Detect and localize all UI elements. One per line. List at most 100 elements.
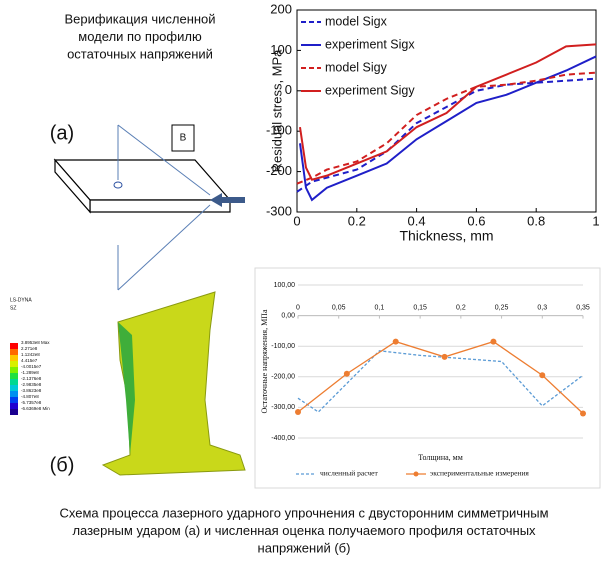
box-label: B: [180, 133, 187, 144]
fe-value: 1.1242e8: [21, 352, 40, 357]
y-tick-label: 100: [270, 42, 292, 57]
fe-color: [10, 385, 18, 391]
fe-value: 3.8953e8 Max: [21, 340, 50, 345]
label-a: (а): [50, 122, 74, 144]
fe-color: [10, 355, 18, 361]
beam: [117, 204, 211, 291]
y-tick-label: 0,00: [281, 312, 295, 319]
x-tick-label: 0,15: [413, 304, 427, 311]
fe-value: 2.271e8: [21, 346, 38, 351]
point: [343, 370, 350, 377]
x-tick-label: 0,25: [495, 304, 509, 311]
legend-label: experiment Sigx: [325, 37, 415, 51]
fe-value: -2.9835e8: [21, 382, 42, 387]
point: [490, 338, 497, 345]
x-tick-label: 0.4: [408, 213, 426, 228]
y-tick-label: -100,00: [271, 343, 295, 350]
y-tick-label: 100,00: [274, 282, 296, 289]
chart-stress-ru: 100,00 0,00 -100,00 -200,00 -300,00 -400,00 0 0…: [260, 282, 590, 478]
x-tick-label: 0,1: [375, 304, 385, 311]
box: [171, 124, 195, 152]
point: [539, 372, 546, 379]
legend-label: experiment Sigy: [325, 83, 415, 97]
diagram-a: B: [53, 124, 245, 291]
blade-edge: [118, 322, 135, 455]
y-tick-label: -200,00: [271, 374, 295, 381]
x-tick-label: 0.6: [467, 213, 485, 228]
fe-value: -4.0015e7: [21, 364, 42, 369]
fe-color: [10, 397, 18, 403]
y-axis-label: Остаточные напряжения, МПа: [260, 309, 269, 413]
fe-value: -6.6369e8 Min: [21, 406, 50, 411]
series-line: [298, 55, 597, 202]
fe-color: [10, 343, 18, 349]
point: [441, 353, 448, 360]
y-tick-label: -200: [266, 163, 292, 178]
y-tick-label: 0: [285, 82, 292, 97]
fe-value: 4.415e7: [21, 358, 38, 363]
plot-frame: [296, 9, 597, 213]
fe-color: [10, 361, 18, 367]
plate-side: [54, 158, 91, 214]
arrow: [210, 193, 245, 207]
document-text: Верификация численной модели по профилю ос…: [50, 11, 549, 555]
x-tick-label: 0,3: [537, 304, 547, 311]
legend-label: экспериментальные измерения: [430, 469, 529, 478]
point: [295, 408, 301, 415]
fe-value: -1.289e8: [21, 370, 39, 375]
blade: [101, 291, 246, 476]
series-line: [296, 71, 597, 185]
point: [580, 410, 586, 417]
series-line: [296, 77, 597, 193]
legend-label: model Sigy: [325, 60, 388, 74]
x-axis-label: Толщина, мм: [418, 453, 463, 462]
y-tick-label: -300: [266, 203, 292, 218]
y-axis-label: Residual stress, MPa: [269, 49, 284, 173]
legend-label: model Sigx: [325, 14, 388, 28]
legend-marker: [413, 471, 419, 477]
fe-legend: LS-DYNA SZ 3.8953e8 Max2.271e81.1242e84.41…: [10, 297, 50, 415]
y-tick-label: -100: [266, 123, 292, 138]
x-tick-label: 0.8: [527, 213, 545, 228]
fe-value: -4.807e8: [21, 394, 39, 399]
x-tick-label: 0,2: [456, 304, 466, 311]
x-tick-label: 0.2: [348, 213, 366, 228]
fe-header: SZ: [10, 305, 16, 311]
series-line: [297, 350, 584, 413]
fe-color: [10, 349, 18, 355]
fe-color: [10, 379, 18, 385]
fe-color: [10, 409, 18, 415]
x-tick-label: 0: [296, 304, 300, 311]
fe-color: [10, 373, 18, 379]
title-line: Верификация численной: [64, 11, 215, 26]
y-tick-label: -300,00: [271, 404, 295, 411]
caption-line: лазерным ударом (а) и численная оценка п…: [72, 523, 536, 538]
fe-color: [10, 391, 18, 397]
chart-stress-en: -300 -200 -100 0 100 200 0 0.2 0.4 0.6 0.8 1 Thickne…: [266, 1, 600, 243]
y-tick-label: -400,00: [271, 435, 295, 442]
x-tick-label: 1: [592, 213, 599, 228]
legend-label: численный расчет: [320, 469, 378, 478]
title-line: остаточных напряжений: [67, 46, 213, 61]
x-axis-label: Thickness, mm: [399, 228, 493, 244]
fe-value: -3.8623e8: [21, 388, 42, 393]
y-tick-label: 200: [270, 1, 292, 16]
title-line: модели по профилю: [78, 29, 202, 44]
fe-header: LS-DYNA: [10, 297, 32, 303]
caption-line: Схема процесса лазерного ударного упрочн…: [59, 505, 548, 520]
caption-line: напряжений (б): [258, 540, 351, 555]
fe-value: -2.1376e8: [21, 376, 42, 381]
label-b: (б): [50, 454, 75, 476]
x-tick-label: 0,05: [332, 304, 346, 311]
spot: [113, 181, 123, 189]
series-line: [299, 43, 597, 181]
x-tick-label: 0,35: [576, 304, 590, 311]
fe-value: -5.7357e8: [21, 400, 42, 405]
fe-color: [10, 403, 18, 409]
fe-color: [10, 367, 18, 373]
fe-model: [101, 291, 246, 476]
x-tick-label: 0: [293, 213, 300, 228]
point: [392, 338, 399, 345]
beam: [117, 124, 211, 196]
